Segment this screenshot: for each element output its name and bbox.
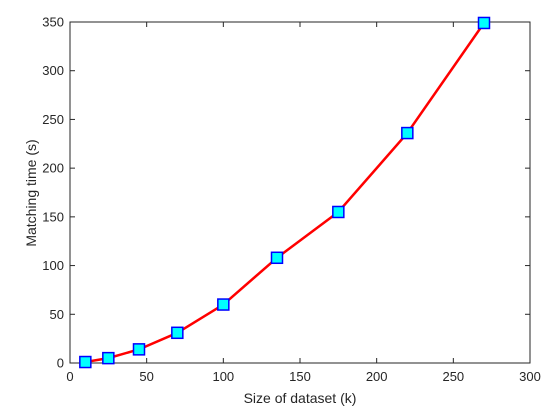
y-tick-label: 350 bbox=[42, 15, 64, 30]
data-point bbox=[270, 251, 284, 265]
data-point bbox=[401, 126, 414, 140]
x-tick-label: 150 bbox=[289, 369, 311, 384]
y-tick-label: 100 bbox=[42, 258, 64, 273]
x-tick-label: 250 bbox=[442, 369, 464, 384]
y-tick-label: 200 bbox=[42, 161, 64, 176]
data-point bbox=[102, 351, 115, 365]
x-tick-label: 50 bbox=[139, 369, 153, 384]
y-tick-label: 50 bbox=[50, 307, 64, 322]
y-tick-label: 0 bbox=[57, 356, 64, 371]
data-point bbox=[217, 298, 230, 311]
x-tick-label: 200 bbox=[366, 369, 388, 384]
data-point bbox=[132, 343, 146, 356]
y-tick-label: 300 bbox=[42, 63, 64, 78]
x-axis-label: Size of dataset (k) bbox=[244, 390, 357, 406]
data-point bbox=[477, 16, 491, 30]
y-tick-label: 150 bbox=[42, 209, 64, 224]
y-axis-label: Matching time (s) bbox=[23, 139, 39, 246]
plot-area: 0 50 100 150 200 250 300 0 50 100 150 200 250 300 350 bbox=[42, 15, 541, 385]
x-tick-label: 100 bbox=[212, 369, 234, 384]
x-tick-label: 300 bbox=[519, 369, 541, 384]
data-point bbox=[332, 205, 345, 219]
x-tick-label: 0 bbox=[66, 369, 73, 384]
y-tick-label: 250 bbox=[42, 112, 64, 127]
data-point bbox=[79, 355, 92, 369]
data-point bbox=[171, 326, 184, 340]
